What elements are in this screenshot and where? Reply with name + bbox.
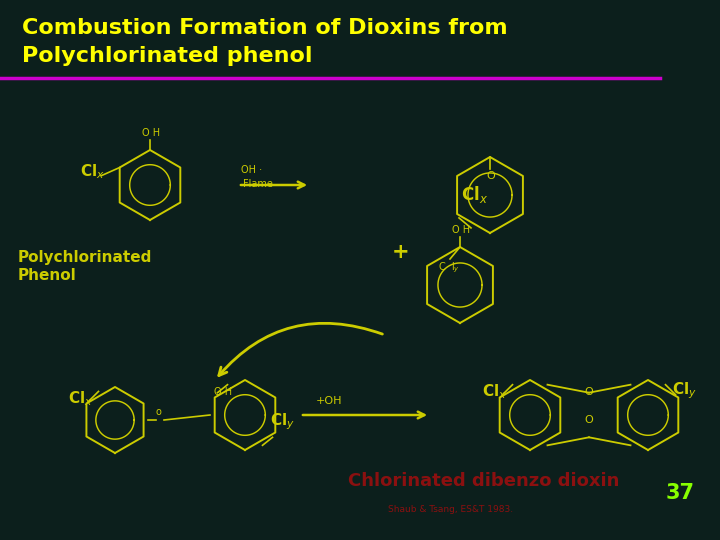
Text: Flame: Flame — [243, 179, 273, 189]
Text: C  l$_y$: C l$_y$ — [438, 261, 460, 275]
Text: 37: 37 — [666, 483, 695, 503]
Text: O H: O H — [214, 387, 232, 397]
Text: Cl$_x$: Cl$_x$ — [80, 162, 104, 181]
Text: Cl$_x$: Cl$_x$ — [482, 383, 508, 401]
Text: Polychlorinated phenol: Polychlorinated phenol — [22, 46, 312, 66]
Text: Cl$_x$: Cl$_x$ — [68, 389, 94, 408]
Text: Cl$_x$: Cl$_x$ — [461, 184, 488, 205]
Text: Cl$_y$: Cl$_y$ — [672, 381, 696, 401]
Text: O: O — [584, 387, 593, 397]
Text: Shaub & Tsang, ES&T 1983.: Shaub & Tsang, ES&T 1983. — [388, 505, 513, 514]
Text: Combustion Formation of Dioxins from: Combustion Formation of Dioxins from — [22, 18, 508, 38]
Text: OH ·: OH · — [241, 165, 262, 175]
Text: o: o — [156, 407, 162, 417]
Text: O: O — [584, 415, 593, 426]
Text: +OH: +OH — [316, 396, 343, 406]
Text: Chlorinated dibenzo dioxin: Chlorinated dibenzo dioxin — [348, 472, 619, 490]
Text: Phenol: Phenol — [18, 268, 77, 283]
Text: +: + — [392, 242, 410, 262]
Text: Cl$_y$: Cl$_y$ — [271, 411, 295, 432]
Text: Polychlorinated: Polychlorinated — [18, 250, 153, 265]
Text: O: O — [486, 171, 495, 181]
Text: O H: O H — [452, 225, 470, 235]
Text: O H: O H — [142, 128, 160, 138]
